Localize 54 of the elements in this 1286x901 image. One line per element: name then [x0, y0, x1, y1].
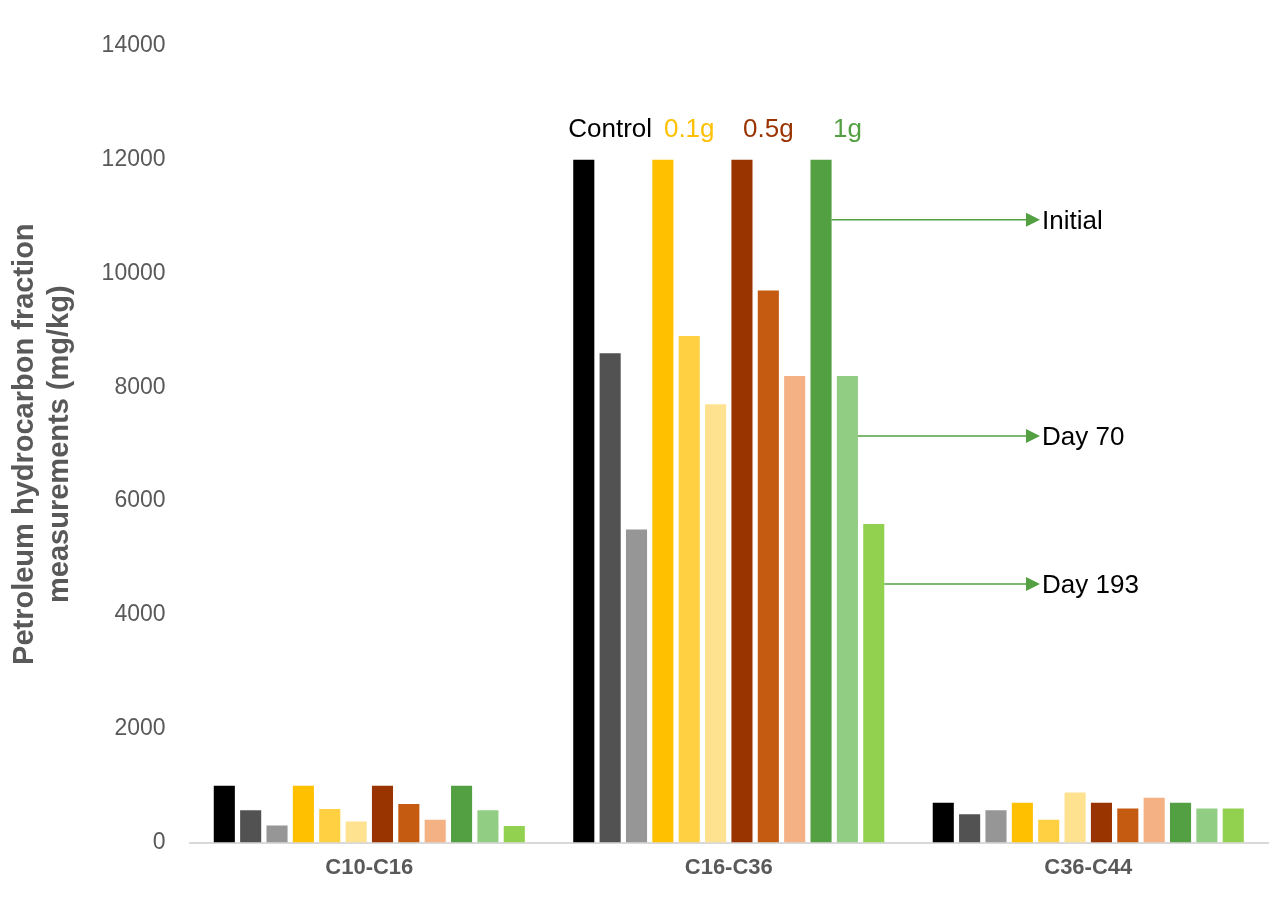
- bar: [503, 826, 525, 843]
- bar: [371, 785, 394, 843]
- bar: [424, 819, 446, 843]
- y-tick-label: 12000: [101, 144, 166, 171]
- bar: [213, 785, 235, 843]
- bar: [625, 529, 648, 843]
- bar: [757, 290, 779, 843]
- bar: [292, 785, 314, 843]
- bar: [345, 821, 367, 843]
- bar: [985, 810, 1007, 843]
- bar: [1222, 808, 1244, 843]
- y-axis-title: Petroleum hydrocarbon fraction measurements (mg/kg): [7, 223, 75, 665]
- bar: [266, 825, 288, 843]
- y-tick-label: 14000: [101, 31, 166, 58]
- bar: [319, 809, 341, 843]
- y-tick-label: 2000: [114, 714, 166, 741]
- bar: [705, 404, 727, 843]
- y-tick-label: 6000: [114, 486, 166, 513]
- bar: [959, 814, 981, 843]
- annotation: Initial: [1042, 204, 1103, 235]
- bar: [784, 375, 806, 843]
- annotation: Day 193: [1042, 569, 1139, 600]
- annotation: 1g: [832, 112, 862, 143]
- bar: [477, 810, 499, 843]
- bar: [573, 159, 595, 843]
- annotation: Day 70: [1042, 421, 1125, 452]
- bar: [932, 802, 954, 843]
- bar: [240, 810, 262, 843]
- annotation: 0.1g: [663, 112, 715, 143]
- bar: [599, 353, 621, 843]
- bar: [731, 159, 753, 843]
- x-tick-label: C36-C44: [1044, 853, 1134, 879]
- bar: [1117, 808, 1139, 843]
- bar: [1090, 802, 1112, 843]
- bar: [1196, 808, 1218, 843]
- annotation: Control: [568, 112, 653, 143]
- bar: [1143, 797, 1165, 843]
- y-tick-label: 4000: [114, 600, 166, 627]
- annotation: 0.5g: [743, 112, 794, 143]
- x-tick-label: C10-C16: [325, 853, 414, 879]
- bar: [652, 159, 674, 843]
- bar: [863, 523, 885, 843]
- bar: [451, 785, 473, 843]
- y-tick-label: 0: [152, 827, 166, 854]
- bar: [1169, 802, 1192, 843]
- y-tick-label: 10000: [101, 258, 166, 285]
- bar: [836, 375, 858, 843]
- bar: [1064, 792, 1086, 843]
- bar: [678, 336, 700, 843]
- bar: [1011, 802, 1033, 843]
- bar: [1038, 819, 1060, 843]
- y-tick-label: 8000: [114, 372, 166, 399]
- bar: [398, 803, 420, 843]
- x-tick-label: C16-C36: [684, 853, 773, 879]
